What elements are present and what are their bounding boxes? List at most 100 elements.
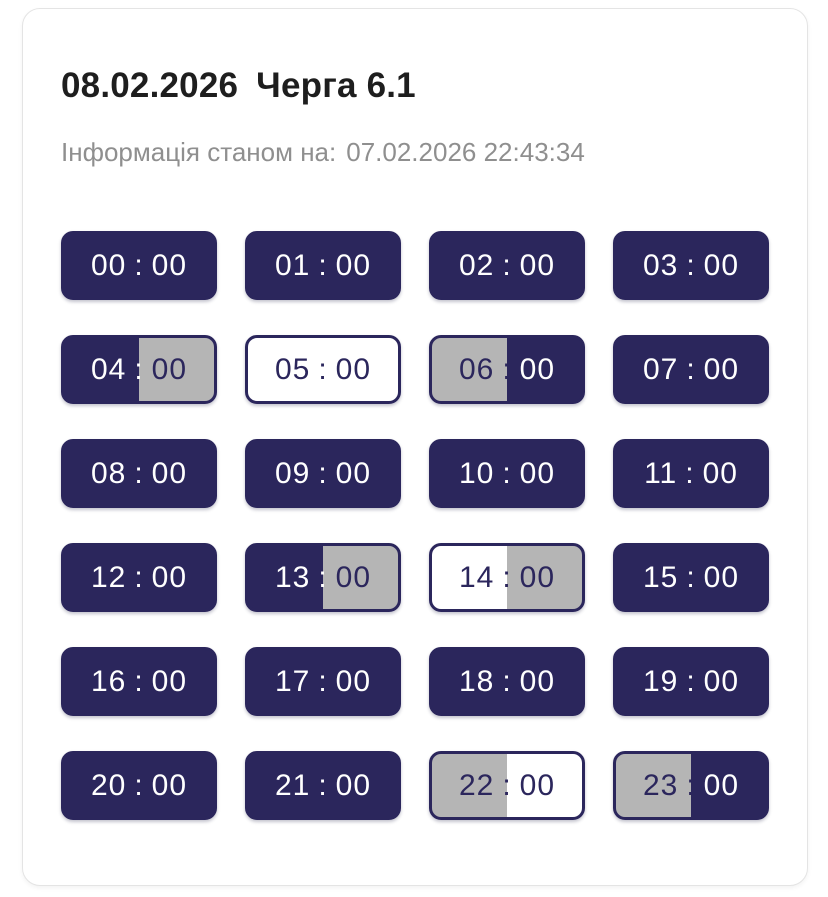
tile-colon: : bbox=[502, 664, 512, 698]
updated-timestamp: 07.02.2026 22:43:34 bbox=[346, 137, 585, 167]
hour-tile: 01 : 00 bbox=[245, 231, 401, 300]
hour-tile: 21 : 00 bbox=[245, 751, 401, 820]
hour-tile: 07 : 00 bbox=[613, 335, 769, 404]
tile-hour: 09 bbox=[274, 456, 311, 490]
tile-minute: 00 bbox=[335, 560, 372, 594]
tile-minute: 00 bbox=[335, 664, 372, 698]
hour-tile: 14 : 00 bbox=[429, 543, 585, 612]
tile-colon: : bbox=[686, 768, 696, 802]
tile-colon: : bbox=[686, 352, 696, 386]
tile-hour: 19 bbox=[642, 664, 679, 698]
hour-tile: 12 : 00 bbox=[61, 543, 217, 612]
tile-hour: 22 bbox=[458, 768, 495, 802]
tile-minute: 00 bbox=[519, 560, 556, 594]
tile-colon: : bbox=[686, 248, 696, 282]
title-queue: Черга 6.1 bbox=[256, 66, 416, 105]
tile-colon: : bbox=[318, 768, 328, 802]
tile-minute: 00 bbox=[703, 768, 740, 802]
tile-colon: : bbox=[502, 352, 512, 386]
tile-minute: 00 bbox=[703, 664, 740, 698]
tile-colon: : bbox=[318, 248, 328, 282]
tile-colon: : bbox=[134, 352, 144, 386]
updated-label: Інформація станом на: bbox=[61, 137, 337, 167]
hour-tile: 08 : 00 bbox=[61, 439, 217, 508]
tile-colon: : bbox=[686, 560, 696, 594]
tile-minute: 00 bbox=[151, 248, 188, 282]
hour-tile: 17 : 00 bbox=[245, 647, 401, 716]
tile-colon: : bbox=[685, 456, 695, 490]
hour-tile: 15 : 00 bbox=[613, 543, 769, 612]
tile-minute: 00 bbox=[335, 352, 372, 386]
tile-minute: 00 bbox=[703, 248, 740, 282]
tile-hour: 06 bbox=[458, 352, 495, 386]
tile-hour: 20 bbox=[90, 768, 127, 802]
tile-minute: 00 bbox=[151, 352, 188, 386]
updated-info: Інформація станом на: 07.02.2026 22:43:3… bbox=[61, 137, 769, 167]
tile-colon: : bbox=[134, 560, 144, 594]
tile-colon: : bbox=[502, 248, 512, 282]
tile-minute: 00 bbox=[703, 352, 740, 386]
tile-hour: 17 bbox=[274, 664, 311, 698]
hour-tile: 19 : 00 bbox=[613, 647, 769, 716]
tile-colon: : bbox=[318, 456, 328, 490]
hour-tile: 06 : 00 bbox=[429, 335, 585, 404]
tile-minute: 00 bbox=[519, 664, 556, 698]
tile-colon: : bbox=[502, 560, 512, 594]
hour-tile: 03 : 00 bbox=[613, 231, 769, 300]
tile-hour: 08 bbox=[90, 456, 127, 490]
tile-minute: 00 bbox=[335, 768, 372, 802]
tile-colon: : bbox=[686, 664, 696, 698]
tile-colon: : bbox=[134, 248, 144, 282]
tile-minute: 00 bbox=[519, 248, 556, 282]
tile-hour: 00 bbox=[90, 248, 127, 282]
tile-minute: 00 bbox=[335, 456, 372, 490]
tile-minute: 00 bbox=[151, 456, 188, 490]
hour-tile: 00 : 00 bbox=[61, 231, 217, 300]
tile-minute: 00 bbox=[519, 768, 556, 802]
tile-hour: 07 bbox=[642, 352, 679, 386]
hour-tile: 16 : 00 bbox=[61, 647, 217, 716]
tile-hour: 14 bbox=[458, 560, 495, 594]
tile-hour: 05 bbox=[274, 352, 311, 386]
tile-hour: 21 bbox=[274, 768, 311, 802]
hour-tile: 05 : 00 bbox=[245, 335, 401, 404]
tile-minute: 00 bbox=[151, 664, 188, 698]
tile-colon: : bbox=[502, 768, 512, 802]
tile-minute: 00 bbox=[151, 560, 188, 594]
tile-minute: 00 bbox=[335, 248, 372, 282]
tile-hour: 16 bbox=[90, 664, 127, 698]
tile-colon: : bbox=[318, 664, 328, 698]
tile-colon: : bbox=[318, 560, 328, 594]
tile-colon: : bbox=[134, 664, 144, 698]
hour-tile: 09 : 00 bbox=[245, 439, 401, 508]
tile-hour: 10 bbox=[458, 456, 495, 490]
hour-tile: 10 : 00 bbox=[429, 439, 585, 508]
tile-hour: 01 bbox=[274, 248, 311, 282]
tile-hour: 11 bbox=[644, 456, 678, 490]
page-title: 08.02.2026 Черга 6.1 bbox=[61, 65, 769, 107]
hour-tile: 02 : 00 bbox=[429, 231, 585, 300]
hour-tile: 11 : 00 bbox=[613, 439, 769, 508]
tile-hour: 23 bbox=[642, 768, 679, 802]
tile-hour: 18 bbox=[458, 664, 495, 698]
tile-hour: 15 bbox=[642, 560, 679, 594]
hours-grid: 00 : 00 01 : 00 02 : 00 03 : 00 04 : 00 … bbox=[61, 231, 769, 820]
tile-minute: 00 bbox=[519, 352, 556, 386]
tile-hour: 12 bbox=[90, 560, 127, 594]
title-date: 08.02.2026 bbox=[61, 66, 239, 105]
hour-tile: 22 : 00 bbox=[429, 751, 585, 820]
tile-minute: 00 bbox=[702, 456, 738, 490]
tile-colon: : bbox=[134, 456, 144, 490]
hour-tile: 23 : 00 bbox=[613, 751, 769, 820]
tile-colon: : bbox=[134, 768, 144, 802]
hour-tile: 18 : 00 bbox=[429, 647, 585, 716]
tile-hour: 03 bbox=[642, 248, 679, 282]
tile-minute: 00 bbox=[703, 560, 740, 594]
tile-minute: 00 bbox=[151, 768, 188, 802]
hour-tile: 13 : 00 bbox=[245, 543, 401, 612]
tile-hour: 13 bbox=[274, 560, 311, 594]
hour-tile: 04 : 00 bbox=[61, 335, 217, 404]
hour-tile: 20 : 00 bbox=[61, 751, 217, 820]
tile-hour: 02 bbox=[458, 248, 495, 282]
